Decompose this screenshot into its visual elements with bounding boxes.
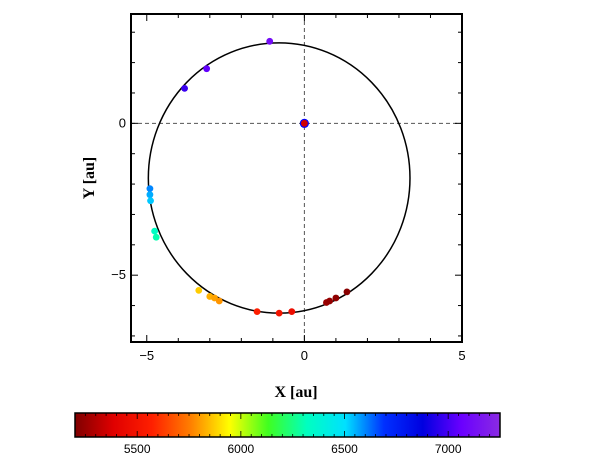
- data-point-2: [203, 65, 211, 73]
- colorbar-tick-label: 5500: [124, 442, 151, 456]
- x-tick-label: 0: [301, 348, 308, 363]
- data-point-15: [288, 308, 296, 316]
- x-tick-label: 5: [458, 348, 465, 363]
- central-body-marker: [300, 119, 308, 127]
- colorbar: 5500 6000 6500 7000: [74, 412, 501, 456]
- data-point-8: [152, 233, 160, 241]
- x-tick-label: −5: [139, 348, 154, 363]
- colorbar-tick-label: 6500: [331, 442, 358, 456]
- data-point-13: [253, 308, 261, 316]
- y-tick-label: −5: [111, 267, 126, 282]
- data-point-1: [266, 37, 274, 45]
- x-axis-title: X [au]: [274, 384, 317, 401]
- colorbar-tick-label: 6000: [228, 442, 255, 456]
- data-point-6: [147, 197, 154, 205]
- plot-frame: [130, 13, 463, 343]
- orbit-ellipse: [147, 42, 411, 314]
- colorbar-tick-label: 7000: [435, 442, 462, 456]
- data-point-3: [181, 85, 188, 92]
- colorbar-gradient: [74, 412, 501, 438]
- y-axis-title: Y [au]: [81, 157, 98, 200]
- data-point-18: [332, 294, 340, 302]
- data-point-19: [343, 288, 351, 296]
- data-point-9: [195, 286, 203, 294]
- data-point-14: [275, 309, 283, 317]
- data-point-17: [326, 297, 333, 305]
- data-point-12: [215, 297, 223, 305]
- y-tick-label: 0: [119, 115, 126, 130]
- data-point-5: [146, 191, 154, 199]
- data-point-4: [146, 185, 154, 193]
- data-point-7: [151, 227, 159, 235]
- plot-area: −5 0 5 −5 0: [111, 13, 466, 363]
